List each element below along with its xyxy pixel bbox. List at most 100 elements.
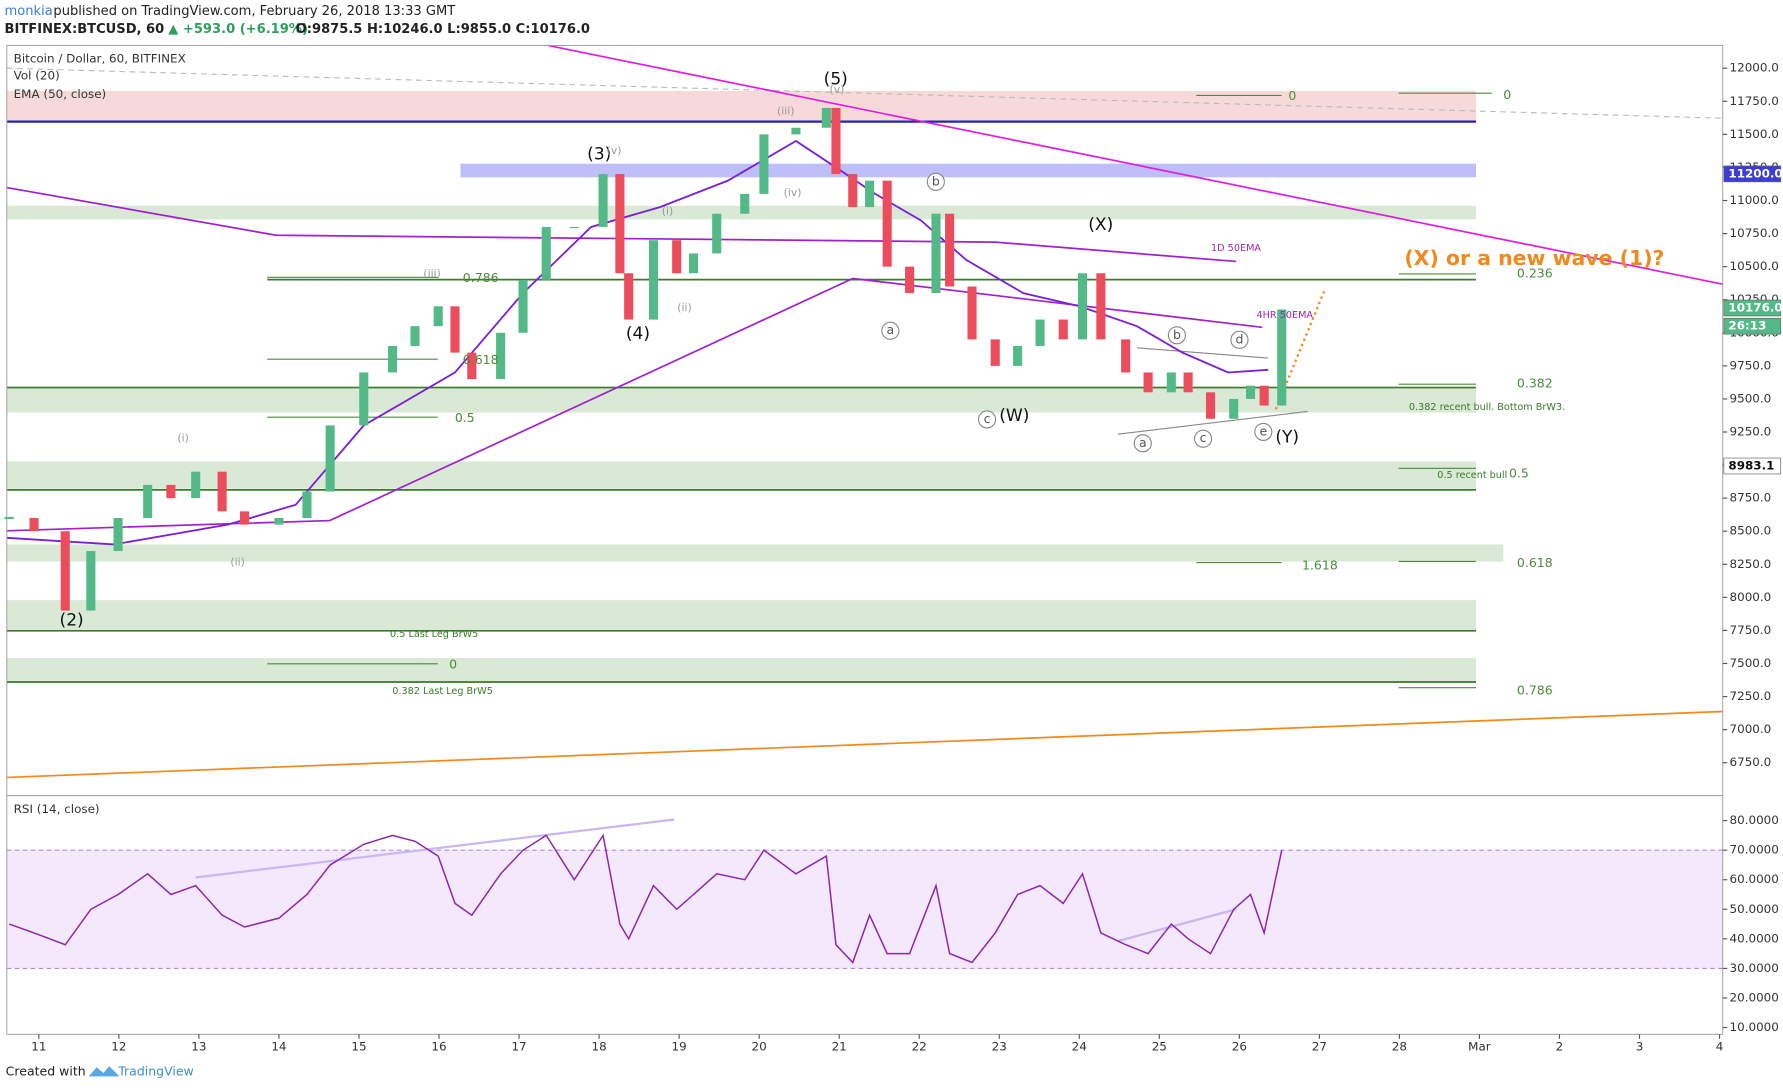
candle bbox=[905, 266, 915, 294]
drawing-line bbox=[1137, 347, 1268, 359]
zone bbox=[6, 386, 1476, 413]
candle bbox=[325, 425, 335, 492]
drawing-line bbox=[195, 818, 675, 879]
rsi-tick-label: 70.0000 bbox=[1730, 843, 1779, 857]
candle bbox=[1143, 372, 1153, 393]
candle bbox=[569, 226, 579, 229]
x-tick-label: 13 bbox=[191, 1039, 206, 1053]
x-tick-label: 17 bbox=[511, 1039, 526, 1053]
y-tick-label: 11500.0 bbox=[1730, 127, 1779, 141]
candle bbox=[865, 180, 875, 208]
x-tick-label: 28 bbox=[1392, 1039, 1407, 1053]
wave-label: a bbox=[1139, 435, 1147, 450]
logo bbox=[88, 1066, 120, 1077]
candle bbox=[1121, 339, 1131, 373]
footer-brand[interactable]: TradingView bbox=[117, 1063, 194, 1078]
candle bbox=[518, 279, 528, 333]
candle bbox=[191, 471, 201, 499]
drawing-line bbox=[1274, 289, 1326, 410]
candle bbox=[1035, 319, 1045, 347]
annotation: (v) bbox=[830, 83, 845, 96]
rsi-title: RSI (14, close) bbox=[14, 802, 100, 816]
y-tick-label: 12000.0 bbox=[1730, 61, 1779, 75]
annotation: 0.382 bbox=[1517, 376, 1553, 391]
symbol: BITFINEX:BTCUSD, 60 bbox=[5, 22, 165, 37]
annotation: 0.5 bbox=[455, 410, 475, 425]
candle bbox=[1166, 372, 1176, 393]
candle bbox=[410, 326, 420, 347]
x-tick-label: 12 bbox=[111, 1039, 126, 1053]
candle bbox=[1277, 309, 1287, 406]
annotation: 0.5 recent bull bbox=[1437, 470, 1507, 481]
rsi-line bbox=[8, 833, 1283, 964]
x-tick-label: 19 bbox=[672, 1039, 687, 1053]
rsi-tick-label: 50.0000 bbox=[1730, 902, 1779, 916]
price-marker: 10176.0 bbox=[1728, 301, 1782, 315]
annotation: (3) bbox=[587, 145, 611, 165]
rsi-tick-label: 40.0000 bbox=[1730, 931, 1779, 945]
wave-label: e bbox=[1259, 423, 1267, 438]
x-tick-label: 2 bbox=[1556, 1039, 1564, 1053]
annotation: 0.618 bbox=[1517, 555, 1553, 570]
y-tick-label: 10500.0 bbox=[1730, 259, 1779, 273]
annotation: (ii) bbox=[230, 556, 244, 569]
rsi-tick-label: 80.0000 bbox=[1730, 813, 1779, 827]
x-tick-label: 25 bbox=[1152, 1039, 1167, 1053]
candle bbox=[615, 174, 625, 274]
price-marker-box bbox=[1723, 317, 1782, 335]
x-tick-label: 3 bbox=[1636, 1039, 1644, 1053]
x-tick-label: 15 bbox=[351, 1039, 366, 1053]
candle bbox=[274, 517, 284, 525]
annotation: 0.382 Last Leg BrW5 bbox=[392, 686, 493, 697]
ohlc: O:9875.5 H:10246.0 L:9855.0 C:10176.0 bbox=[296, 22, 590, 37]
price-marker: 11200.0 bbox=[1728, 166, 1782, 180]
y-tick-label: 8750.0 bbox=[1730, 491, 1772, 505]
candle bbox=[467, 352, 477, 380]
candle bbox=[166, 484, 176, 499]
candle bbox=[143, 484, 153, 518]
wave-circle bbox=[881, 321, 900, 340]
drawing-line bbox=[547, 44, 1723, 285]
drawing-line bbox=[1117, 410, 1308, 435]
wave-circle bbox=[1254, 422, 1273, 442]
candle bbox=[433, 306, 443, 327]
price-marker-box bbox=[1723, 165, 1782, 183]
rsi-tick-label: 60.0000 bbox=[1730, 872, 1779, 886]
candle bbox=[359, 372, 369, 426]
candle bbox=[1096, 273, 1106, 340]
drawing-line bbox=[6, 186, 1237, 263]
zone bbox=[6, 658, 1476, 684]
annotation: (5) bbox=[824, 70, 848, 90]
y-tick-label: 9500.0 bbox=[1730, 391, 1772, 405]
change: ▲ +593.0 (+6.19%) bbox=[168, 22, 308, 37]
annotation: (2) bbox=[60, 611, 84, 631]
candle bbox=[113, 517, 123, 552]
zone bbox=[460, 163, 1476, 178]
plot bbox=[4, 107, 1287, 964]
candle bbox=[541, 226, 551, 280]
y-tick-label: 9250.0 bbox=[1730, 425, 1772, 439]
y-tick-label: 11750.0 bbox=[1730, 94, 1779, 108]
y-tick-label: 7500.0 bbox=[1730, 656, 1772, 670]
annotation: (v) bbox=[607, 144, 622, 157]
indicator-label: Vol (20) bbox=[14, 69, 60, 83]
candle bbox=[1205, 392, 1216, 419]
author[interactable]: monkia bbox=[5, 4, 53, 19]
drawing-line bbox=[1117, 908, 1237, 943]
annotation: (X) or a new wave (1)? bbox=[1404, 246, 1664, 270]
price-marker: 26:13 bbox=[1728, 319, 1766, 333]
wave-circle bbox=[1133, 434, 1152, 453]
annotation: 0.5 bbox=[1509, 465, 1529, 480]
x-tick-label: 22 bbox=[912, 1039, 927, 1053]
candle bbox=[1259, 385, 1269, 406]
candle bbox=[624, 273, 634, 320]
y-tick-label: 6750.0 bbox=[1730, 755, 1772, 769]
annotation: 0 bbox=[449, 656, 457, 671]
candle bbox=[1229, 398, 1239, 419]
candle bbox=[712, 213, 722, 254]
x-tick-label: 23 bbox=[992, 1039, 1007, 1053]
candle bbox=[598, 174, 608, 227]
annotation: (i) bbox=[177, 432, 188, 445]
candle bbox=[1077, 273, 1088, 340]
